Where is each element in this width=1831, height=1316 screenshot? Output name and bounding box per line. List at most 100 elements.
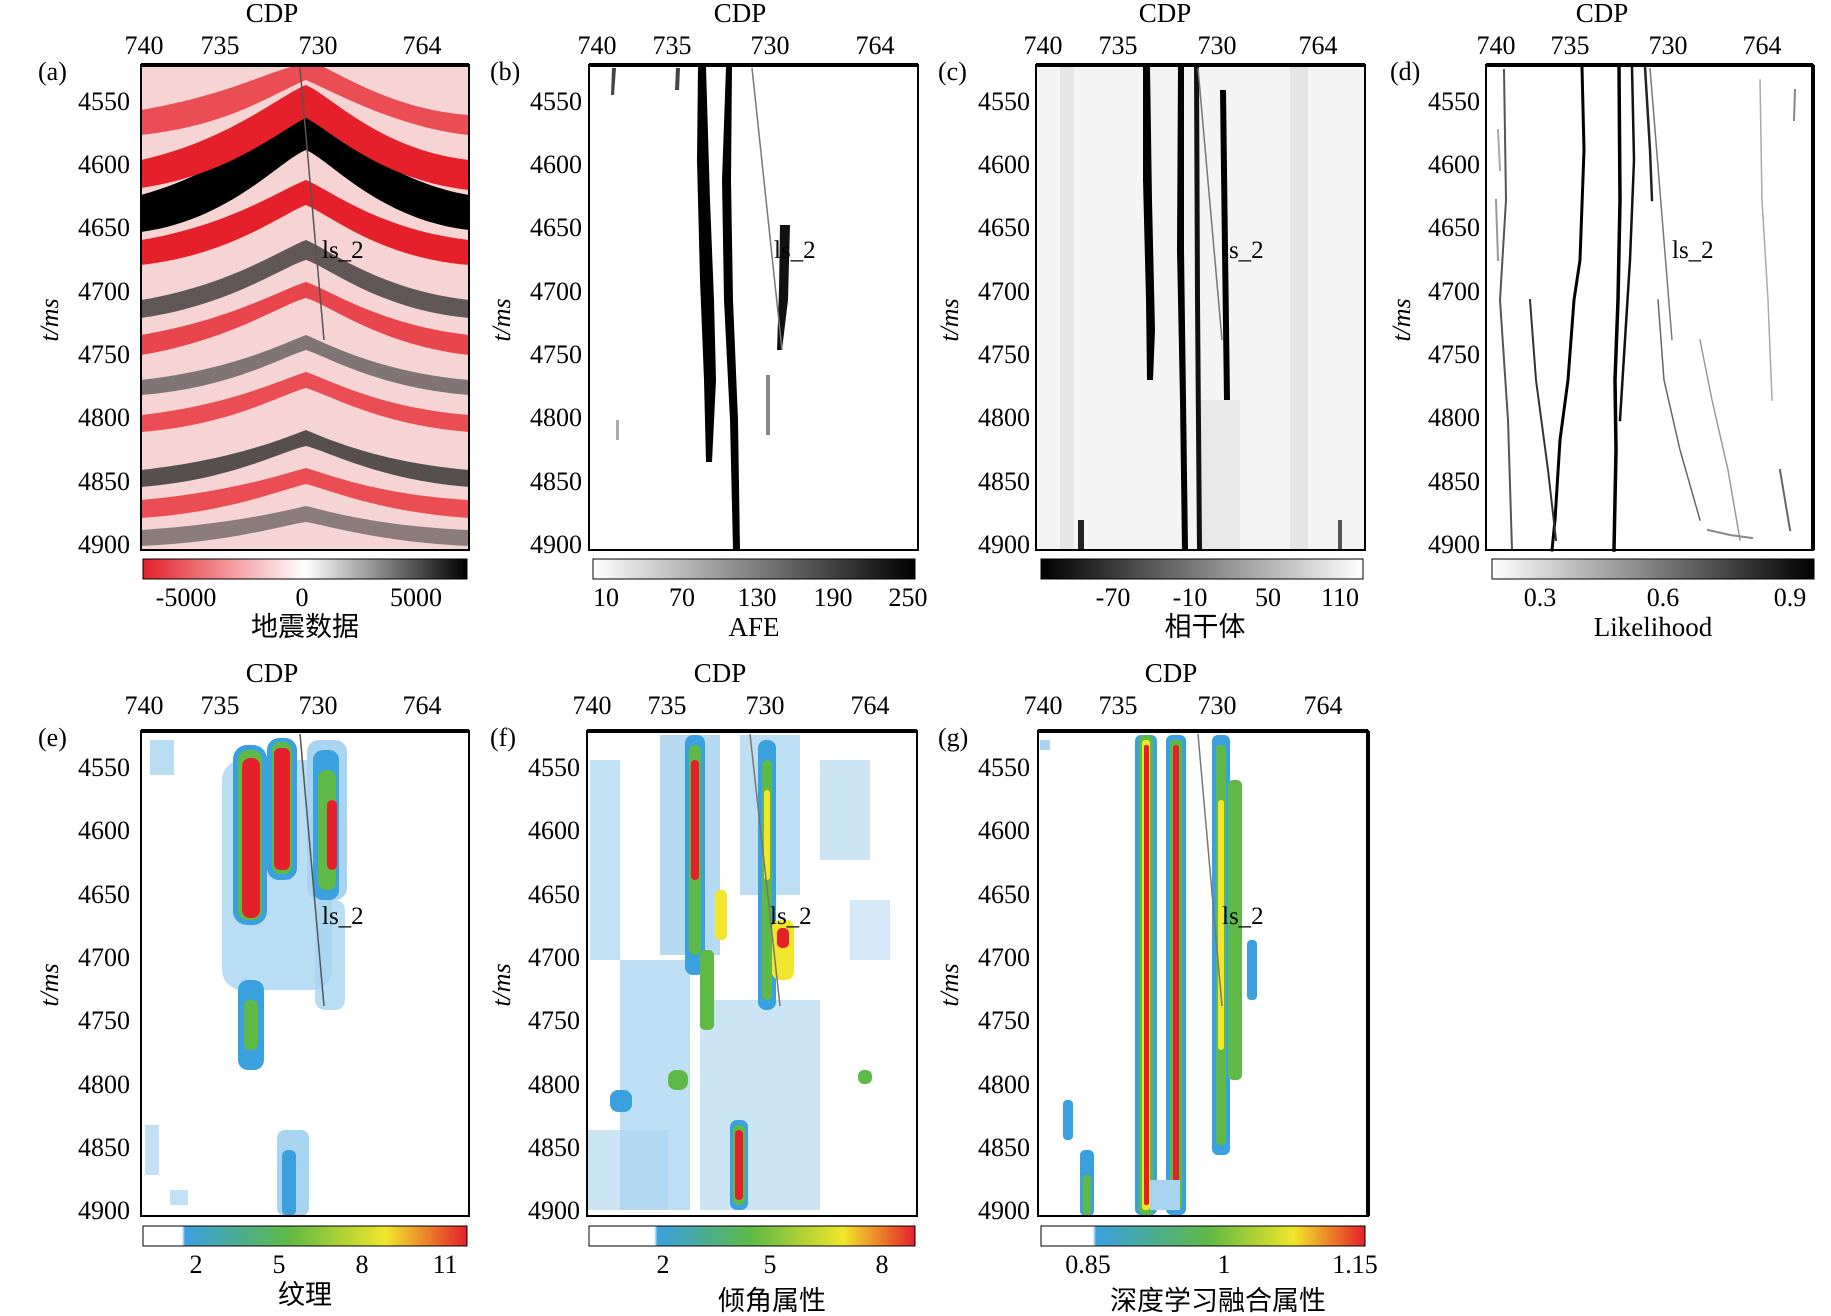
x-axis-title: CDP [1145, 658, 1198, 688]
likelihood-attribute-image [1486, 65, 1813, 552]
x-tick-label: 764 [1304, 691, 1343, 720]
colorbar-label: Likelihood [1594, 612, 1713, 642]
y-tick-label: 4850 [1428, 467, 1480, 496]
y-tick-label: 4750 [978, 340, 1030, 369]
x-tick-label: 730 [1198, 31, 1237, 60]
colorbar [592, 558, 916, 580]
y-tick-label: 4650 [530, 213, 582, 242]
y-tick-label: 4800 [528, 1070, 580, 1099]
colorbar-tick-label: 250 [889, 583, 928, 612]
y-tick-labels: 4550 4600 4650 4700 4750 4800 4850 4900 [528, 753, 580, 1225]
x-tick-label: 730 [1198, 691, 1237, 720]
well-track [1197, 733, 1223, 1007]
colorbar-tick-label: 130 [738, 583, 777, 612]
x-tick-label: 764 [1299, 31, 1338, 60]
panel-label: (g) [938, 723, 968, 752]
y-tick-label: 4700 [78, 277, 130, 306]
colorbar-tick-label: 11 [432, 1250, 457, 1279]
y-tick-label: 4850 [978, 1133, 1030, 1162]
y-axis-title: t/ms [35, 298, 64, 341]
colorbar-tick-label: 190 [814, 583, 853, 612]
colorbar-tick-labels: 2 5 8 [657, 1250, 889, 1279]
colorbar-label: 纹理 [278, 1280, 332, 1310]
x-tick-label: 764 [403, 31, 442, 60]
y-tick-label: 4750 [528, 1006, 580, 1035]
panel-label: (d) [1390, 57, 1420, 86]
colorbar-tick-label: 70 [669, 583, 695, 612]
panel-label: (e) [38, 723, 67, 752]
x-tick-label: 735 [201, 31, 240, 60]
colorbar-tick-labels: -5000 0 5000 [156, 583, 442, 612]
x-axis-title: CDP [246, 658, 299, 688]
colorbar-label: 地震数据 [251, 612, 359, 642]
y-tick-label: 4850 [528, 1133, 580, 1162]
y-tick-label: 4800 [978, 1070, 1030, 1099]
y-tick-label: 4800 [78, 403, 130, 432]
x-tick-label: 764 [851, 691, 890, 720]
well-track [1197, 67, 1223, 341]
panel-label: (b) [490, 57, 520, 86]
panel-a: CDP 740 735 730 764 (a) t/ms 4550 4600 4… [35, 0, 470, 642]
x-tick-label: 730 [1649, 31, 1688, 60]
x-axis-title: CDP [714, 0, 767, 28]
colorbar-tick-labels: 2 5 8 11 [190, 1250, 458, 1279]
seismic-section-image [141, 65, 469, 550]
y-tick-labels: 4550 4600 4650 4700 4750 4800 4850 4900 [530, 87, 582, 559]
colorbar-tick-label: -10 [1173, 583, 1208, 612]
x-tick-label: 730 [299, 691, 338, 720]
y-tick-label: 4800 [978, 403, 1030, 432]
x-tick-labels: 740 735 730 764 [1477, 31, 1782, 60]
y-tick-label: 4750 [1428, 340, 1480, 369]
y-tick-label: 4800 [1428, 403, 1480, 432]
panel-g: CDP 740 735 730 764 (g) t/ms 4550 4600 4… [935, 658, 1378, 1316]
x-tick-label: 740 [125, 691, 164, 720]
y-tick-label: 4850 [78, 467, 130, 496]
x-tick-label: 764 [1743, 31, 1782, 60]
y-axis-title: t/ms [935, 963, 964, 1006]
x-tick-labels: 740 735 730 764 [125, 691, 442, 720]
colorbar-tick-label: -70 [1096, 583, 1131, 612]
x-tick-label: 735 [648, 691, 687, 720]
y-tick-label: 4700 [530, 277, 582, 306]
x-tick-label: 740 [1477, 31, 1516, 60]
y-tick-label: 4550 [530, 87, 582, 116]
colorbar-tick-label: 5000 [390, 583, 442, 612]
y-tick-labels: 4550 4600 4650 4700 4750 4800 4850 4900 [78, 87, 130, 559]
colorbar [142, 1225, 468, 1247]
well-label: ls_2 [322, 237, 364, 264]
panel-f: CDP 740 735 730 764 (f) t/ms 4550 4600 4… [487, 658, 918, 1316]
colorbar-tick-label: 2 [190, 1250, 203, 1279]
well-track [299, 733, 325, 1007]
coherence-attribute-image [1036, 65, 1365, 550]
y-tick-labels: 4550 4600 4650 4700 4750 4800 4850 4900 [978, 87, 1030, 559]
y-tick-labels: 4550 4600 4650 4700 4750 4800 4850 4900 [78, 753, 130, 1225]
colorbar-tick-label: -5000 [156, 583, 217, 612]
y-tick-label: 4700 [528, 943, 580, 972]
colorbar-tick-label: 1 [1218, 1250, 1231, 1279]
x-tick-label: 740 [125, 31, 164, 60]
colorbar [142, 558, 468, 580]
y-tick-labels: 4550 4600 4650 4700 4750 4800 4850 4900 [978, 753, 1030, 1225]
x-tick-labels: 740 735 730 764 [573, 691, 890, 720]
y-tick-label: 4700 [1428, 277, 1480, 306]
y-tick-label: 4900 [78, 530, 130, 559]
x-axis-title: CDP [694, 658, 747, 688]
colorbar-tick-labels: -70 -10 50 110 [1096, 583, 1359, 612]
y-axis-title: t/ms [487, 963, 516, 1006]
well-track [751, 67, 783, 351]
x-tick-label: 735 [1551, 31, 1590, 60]
y-tick-label: 4650 [78, 880, 130, 909]
y-tick-label: 4650 [78, 213, 130, 242]
y-tick-label: 4600 [528, 816, 580, 845]
x-tick-labels: 740 735 730 764 [578, 31, 895, 60]
y-tick-label: 4550 [978, 87, 1030, 116]
x-tick-labels: 740 735 730 764 [1024, 31, 1338, 60]
y-tick-label: 4700 [978, 277, 1030, 306]
y-tick-label: 4650 [978, 213, 1030, 242]
x-tick-label: 735 [1099, 31, 1138, 60]
y-tick-labels: 4550 4600 4650 4700 4750 4800 4850 4900 [1428, 87, 1480, 559]
panel-label: (c) [938, 57, 967, 86]
y-tick-label: 4700 [78, 943, 130, 972]
panel-d: CDP 740 735 730 764 (d) t/ms 4550 4600 4… [1387, 0, 1815, 642]
